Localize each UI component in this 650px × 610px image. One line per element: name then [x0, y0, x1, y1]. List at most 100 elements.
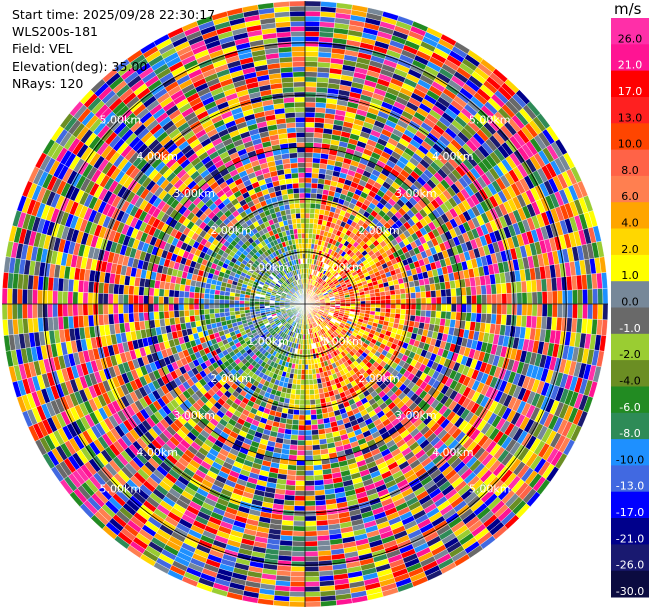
velocity-gate	[288, 198, 295, 205]
velocity-gate	[214, 294, 220, 300]
velocity-gate	[304, 46, 319, 52]
velocity-gate	[309, 213, 315, 219]
velocity-gate	[193, 303, 200, 310]
velocity-gate	[515, 281, 523, 294]
velocity-gate	[304, 202, 311, 209]
velocity-gate	[491, 293, 498, 305]
velocity-gate	[551, 290, 558, 305]
velocity-gate	[249, 300, 255, 305]
velocity-gate	[297, 172, 306, 179]
velocity-gate	[314, 107, 326, 114]
velocity-gate	[308, 233, 313, 239]
velocity-gate	[531, 291, 538, 305]
velocity-gate	[204, 287, 211, 295]
velocity-gate	[17, 288, 23, 305]
velocity-gate	[178, 303, 185, 311]
velocity-gate	[214, 289, 221, 296]
velocity-gate	[244, 303, 250, 308]
velocity-gate	[291, 41, 306, 47]
velocity-gate	[153, 295, 159, 305]
velocity-gate	[188, 303, 195, 311]
velocity-gate	[415, 291, 422, 299]
velocity-gate	[315, 193, 323, 200]
velocity-gate	[572, 289, 578, 305]
velocity-gate	[304, 132, 315, 138]
velocity-gate	[229, 295, 235, 301]
velocity-gate	[288, 203, 296, 210]
velocity-gate	[229, 292, 236, 297]
velocity-gate	[295, 122, 306, 128]
velocity-gate	[148, 295, 154, 305]
velocity-gate	[289, 10, 306, 17]
velocity-gate	[385, 299, 392, 305]
velocity-gate	[224, 303, 230, 309]
velocity-gate	[311, 162, 320, 169]
velocity-gate	[138, 286, 145, 296]
velocity-gate	[562, 290, 568, 305]
velocity-gate	[184, 284, 191, 293]
velocity-gate	[420, 297, 427, 305]
velocity-gate	[282, 86, 295, 94]
velocity-gate	[315, 102, 327, 109]
velocity-gate	[320, 1, 337, 8]
velocity-gate	[299, 197, 306, 204]
velocity-gate	[103, 314, 110, 326]
velocity-gate	[249, 303, 255, 308]
velocity-gate	[297, 162, 306, 168]
velocity-gate	[189, 315, 196, 323]
velocity-gate	[219, 303, 225, 309]
velocity-gate	[404, 287, 411, 294]
velocity-gate	[6, 288, 13, 305]
velocity-gate	[295, 218, 301, 224]
velocity-gate	[304, 122, 315, 128]
velocity-gate	[290, 21, 306, 27]
velocity-gate	[173, 303, 180, 312]
velocity-gate	[208, 298, 215, 305]
velocity-gate	[273, 1, 290, 8]
velocity-gate	[138, 312, 145, 322]
velocity-gate	[102, 303, 109, 315]
velocity-gate	[173, 310, 180, 318]
velocity-gate	[405, 292, 412, 299]
velocity-gate	[6, 303, 13, 320]
velocity-gate	[304, 36, 320, 42]
velocity-gate	[128, 303, 134, 314]
velocity-gate	[292, 187, 300, 194]
velocity-gate	[456, 295, 462, 305]
velocity-gate	[304, 182, 312, 189]
velocity-gate	[168, 310, 175, 319]
velocity-gate	[118, 313, 125, 324]
velocity-gate	[304, 0, 322, 7]
velocity-gate	[62, 303, 69, 317]
velocity-gate	[17, 303, 23, 320]
velocity-gate	[143, 295, 149, 305]
velocity-gate	[511, 292, 518, 305]
velocity-gate	[301, 238, 306, 244]
velocity-gate	[113, 283, 120, 295]
velocity-gate	[314, 208, 321, 215]
velocity-gate	[138, 303, 144, 313]
velocity-gate	[285, 183, 294, 190]
velocity-gate	[183, 291, 190, 299]
velocity-gate	[526, 291, 533, 305]
velocity-gate	[304, 218, 310, 224]
velocity-gate	[311, 233, 317, 240]
velocity-gate	[304, 76, 318, 83]
velocity-gate	[296, 228, 302, 234]
velocity-gate	[308, 238, 313, 244]
velocity-gate	[455, 287, 462, 297]
velocity-gate	[291, 172, 299, 179]
velocity-gate	[301, 243, 306, 249]
velocity-gate	[77, 291, 84, 305]
velocity-gate	[183, 309, 190, 317]
velocity-gate	[567, 289, 573, 305]
velocity-gate	[308, 228, 314, 234]
velocity-gate	[304, 106, 316, 113]
velocity-gate	[229, 299, 235, 305]
velocity-gate	[286, 132, 297, 139]
velocity-gate	[304, 177, 312, 184]
velocity-gate	[470, 285, 477, 296]
velocity-gate	[219, 290, 226, 296]
velocity-gate	[138, 295, 144, 305]
